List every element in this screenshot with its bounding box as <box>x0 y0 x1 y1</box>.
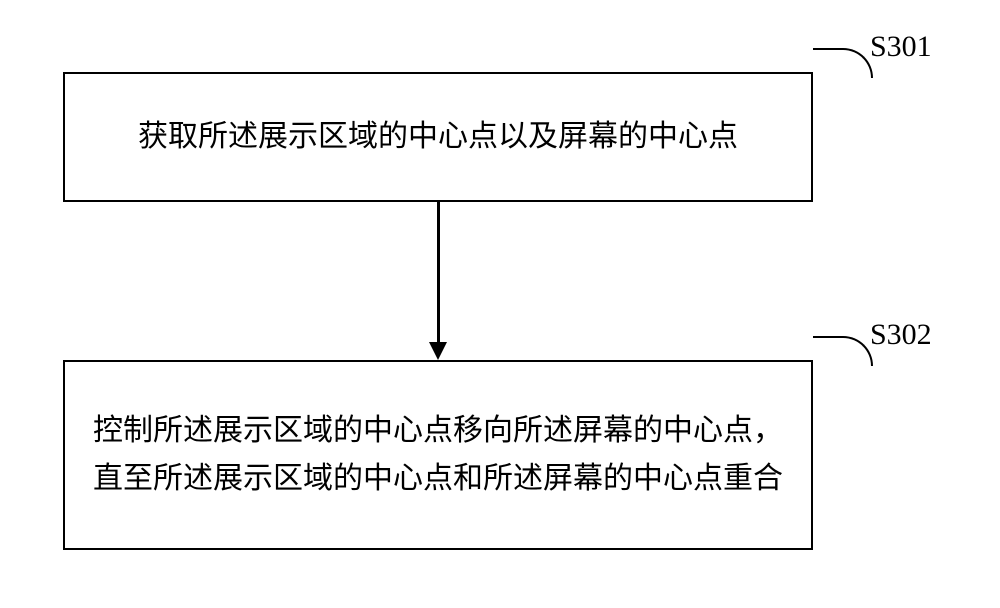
step-text-s302: 控制所述展示区域的中心点移向所述屏幕的中心点，直至所述展示区域的中心点和所述屏幕… <box>85 407 791 503</box>
flowchart-container: 获取所述展示区域的中心点以及屏幕的中心点 S301 控制所述展示区域的中心点移向… <box>0 0 1000 608</box>
step-box-s302: 控制所述展示区域的中心点移向所述屏幕的中心点，直至所述展示区域的中心点和所述屏幕… <box>63 360 813 550</box>
arrow-head-icon <box>429 342 447 360</box>
step-label-s302: S302 <box>870 318 932 352</box>
arrow-line <box>437 202 440 344</box>
label-connector-s301 <box>813 48 873 78</box>
step-text-s301: 获取所述展示区域的中心点以及屏幕的中心点 <box>138 113 738 161</box>
label-connector-s302 <box>813 336 873 366</box>
step-label-s301: S301 <box>870 30 932 64</box>
step-box-s301: 获取所述展示区域的中心点以及屏幕的中心点 <box>63 72 813 202</box>
